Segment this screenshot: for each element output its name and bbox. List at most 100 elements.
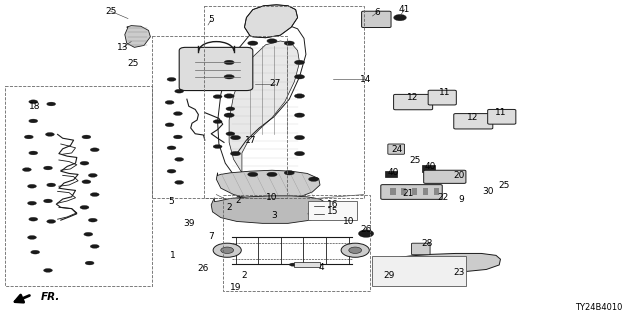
FancyBboxPatch shape (424, 170, 466, 183)
Ellipse shape (29, 100, 38, 104)
Ellipse shape (294, 113, 305, 117)
Bar (223, 195, 370, 291)
Text: 16: 16 (327, 200, 339, 209)
Bar (412, 188, 417, 195)
Ellipse shape (85, 261, 94, 265)
Ellipse shape (29, 151, 38, 155)
Ellipse shape (90, 148, 99, 152)
Ellipse shape (31, 250, 40, 254)
Text: 25: 25 (499, 181, 510, 190)
FancyBboxPatch shape (381, 185, 442, 199)
FancyBboxPatch shape (362, 11, 391, 28)
Ellipse shape (226, 132, 235, 136)
Ellipse shape (224, 94, 234, 98)
Ellipse shape (44, 199, 52, 203)
Text: 21: 21 (403, 189, 414, 198)
Text: 40: 40 (388, 168, 399, 177)
Ellipse shape (167, 169, 176, 173)
Text: 5: 5 (209, 15, 214, 24)
Ellipse shape (29, 217, 38, 221)
FancyBboxPatch shape (488, 109, 516, 124)
Ellipse shape (248, 41, 258, 45)
Text: 19: 19 (230, 283, 241, 292)
Ellipse shape (90, 193, 99, 196)
Ellipse shape (284, 171, 294, 175)
Text: 27: 27 (269, 79, 281, 88)
Ellipse shape (175, 180, 184, 184)
Ellipse shape (45, 132, 54, 136)
Circle shape (213, 243, 241, 257)
Text: 26: 26 (198, 264, 209, 273)
Text: 13: 13 (117, 43, 129, 52)
Text: 3: 3 (271, 211, 276, 220)
Bar (390, 188, 396, 195)
Ellipse shape (82, 135, 91, 139)
Text: 11: 11 (495, 108, 506, 117)
Bar (294, 262, 320, 267)
Text: 1: 1 (170, 251, 175, 260)
Bar (434, 188, 439, 195)
Text: 9: 9 (458, 195, 463, 204)
Bar (372, 256, 466, 286)
Text: 40: 40 (424, 162, 436, 171)
Text: 14: 14 (360, 75, 372, 84)
Ellipse shape (308, 177, 319, 181)
Ellipse shape (230, 135, 241, 140)
Text: 26: 26 (360, 225, 372, 234)
Circle shape (221, 247, 234, 253)
Text: 20: 20 (454, 171, 465, 180)
Ellipse shape (28, 201, 36, 205)
Ellipse shape (226, 107, 235, 111)
Text: 2: 2 (227, 203, 232, 212)
Ellipse shape (88, 173, 97, 177)
Text: 39: 39 (183, 219, 195, 228)
Ellipse shape (294, 60, 305, 65)
Ellipse shape (47, 220, 56, 223)
Ellipse shape (175, 89, 184, 93)
Text: 25: 25 (409, 156, 420, 164)
Text: 2: 2 (242, 271, 247, 280)
Ellipse shape (173, 112, 182, 116)
Ellipse shape (294, 75, 305, 79)
Polygon shape (394, 253, 500, 273)
Ellipse shape (44, 166, 52, 170)
Ellipse shape (29, 119, 38, 123)
Ellipse shape (248, 172, 258, 177)
Bar (5, 86, 152, 286)
Bar (308, 201, 357, 220)
Text: 23: 23 (454, 268, 465, 277)
Text: 10: 10 (266, 193, 278, 202)
Ellipse shape (47, 183, 56, 187)
FancyBboxPatch shape (385, 171, 397, 177)
Text: 12: 12 (407, 93, 419, 102)
Text: 6: 6 (375, 8, 380, 17)
Ellipse shape (294, 135, 305, 140)
Ellipse shape (165, 100, 174, 104)
FancyBboxPatch shape (428, 90, 456, 105)
Text: 17: 17 (245, 136, 257, 145)
Polygon shape (244, 5, 298, 38)
Ellipse shape (224, 113, 234, 117)
Text: 25: 25 (127, 59, 139, 68)
Ellipse shape (267, 39, 277, 43)
Ellipse shape (289, 263, 297, 266)
Ellipse shape (173, 135, 182, 139)
Ellipse shape (82, 180, 91, 184)
Ellipse shape (167, 146, 176, 150)
Text: 10: 10 (343, 217, 355, 226)
FancyBboxPatch shape (179, 47, 253, 91)
Text: 7: 7 (209, 232, 214, 241)
Text: 15: 15 (327, 207, 339, 216)
Text: 29: 29 (383, 271, 395, 280)
Ellipse shape (28, 236, 36, 239)
Text: 5: 5 (169, 197, 174, 206)
Text: 25: 25 (105, 7, 116, 16)
Ellipse shape (308, 212, 316, 215)
Ellipse shape (267, 172, 277, 177)
Text: TY24B4010: TY24B4010 (575, 303, 622, 312)
Text: 30: 30 (482, 187, 493, 196)
Polygon shape (211, 196, 330, 223)
Ellipse shape (44, 268, 52, 272)
Polygon shape (216, 170, 320, 201)
Text: FR.: FR. (40, 292, 60, 302)
